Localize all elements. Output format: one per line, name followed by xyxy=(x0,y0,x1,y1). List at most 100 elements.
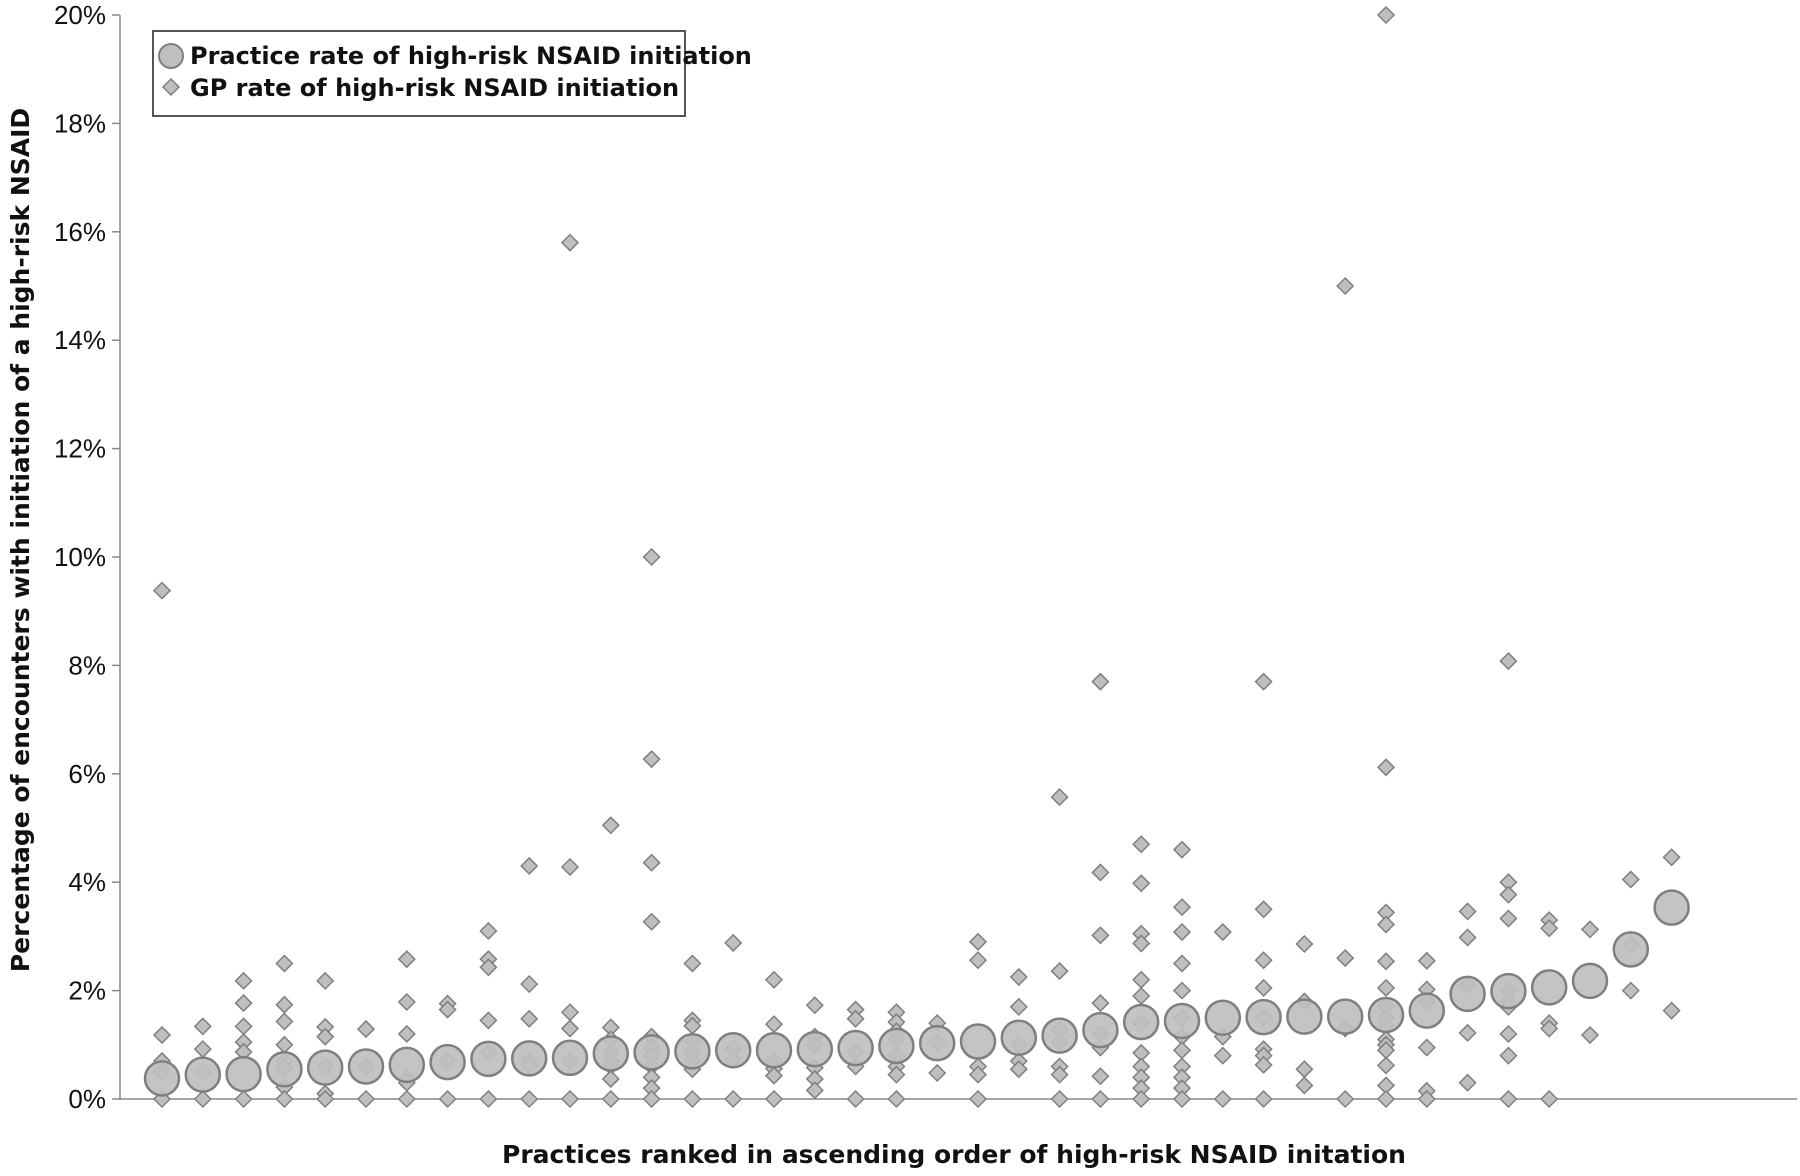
gp-rate-point xyxy=(1254,1055,1273,1074)
practice-rate-point xyxy=(429,1043,466,1081)
practice-rate-point xyxy=(1408,992,1446,1029)
gp-rate-point xyxy=(1376,5,1396,25)
practice-rate-point xyxy=(306,1049,344,1086)
practice-rate-point xyxy=(796,1030,834,1068)
practice-rate-point xyxy=(1490,972,1527,1010)
gp-rate-point xyxy=(560,233,580,252)
gp-rate-point xyxy=(1499,652,1518,671)
legend-marker-practice xyxy=(158,43,184,69)
practice-rate-point xyxy=(347,1048,385,1085)
practice-rate-point xyxy=(1082,1011,1119,1049)
gp-rate-point xyxy=(1091,672,1110,691)
gp-rate-point xyxy=(1540,919,1559,938)
gp-rate-point xyxy=(193,1040,212,1059)
gp-rate-point xyxy=(1132,874,1151,893)
gp-rate-point xyxy=(316,1089,335,1109)
practice-rate-point xyxy=(388,1046,426,1084)
gp-rate-point xyxy=(316,971,335,990)
gp-rate-point xyxy=(1662,1001,1681,1020)
y-tick-label: 8% xyxy=(68,650,106,680)
gp-rate-point xyxy=(1172,1089,1192,1109)
practice-rate-point xyxy=(878,1027,915,1065)
practice-rate-point xyxy=(1653,889,1690,926)
gp-rate-point xyxy=(234,971,253,990)
gp-rate-point xyxy=(764,1066,784,1085)
gp-rate-point xyxy=(479,921,498,941)
gp-rate-point xyxy=(1621,870,1640,889)
gp-rate-point xyxy=(1376,1056,1396,1075)
gp-rate-point xyxy=(1050,962,1069,981)
gp-rate-point xyxy=(1091,1089,1110,1109)
gp-rate-point xyxy=(275,1012,294,1031)
gp-rate-point xyxy=(601,1089,620,1109)
legend-marker-gp xyxy=(161,77,181,97)
gp-rate-point xyxy=(275,954,294,973)
practice-rate-point xyxy=(1122,1003,1160,1041)
y-tick-label: 10% xyxy=(54,542,106,572)
gp-rate-point xyxy=(1376,978,1396,997)
practice-rate-point xyxy=(674,1033,711,1070)
gp-rate-point xyxy=(560,1019,580,1038)
practice-rate-point xyxy=(1530,969,1568,1006)
gp-rate-point xyxy=(1499,885,1518,904)
practice-rate-point xyxy=(837,1029,874,1067)
practice-rate-point xyxy=(1367,996,1405,1034)
gp-rate-point xyxy=(1295,1076,1314,1095)
gp-rate-point xyxy=(601,1069,620,1089)
gp-rate-point xyxy=(642,1089,661,1109)
legend-box xyxy=(152,30,686,117)
practice-rate-point xyxy=(225,1055,262,1093)
gp-rate-point xyxy=(1376,758,1396,777)
gp-rate-point xyxy=(642,750,661,769)
y-axis-title: Percentage of encounters with initiation… xyxy=(6,108,35,972)
legend-label-gp: GP rate of high-risk NSAID initiation xyxy=(190,74,679,102)
gp-rate-point xyxy=(1336,1089,1355,1109)
gp-rate-point xyxy=(764,1089,784,1109)
practice-rate-point xyxy=(470,1040,507,1078)
gp-rate-point xyxy=(1580,1025,1600,1045)
y-tick-label: 16% xyxy=(54,217,106,247)
gp-rate-point xyxy=(1254,1089,1273,1109)
gp-rate-point xyxy=(520,1089,539,1109)
y-axis: 0% 2% 4% 6% 8% 10% 12% 14% 16% 18% 20% xyxy=(54,0,121,1114)
gp-rate-point xyxy=(1458,902,1477,921)
gp-rate-point xyxy=(1132,835,1151,854)
gp-rate-point xyxy=(1132,986,1151,1006)
gp-rate-point xyxy=(683,1089,702,1109)
gp-rate-point xyxy=(1050,788,1069,807)
gp-rate-point xyxy=(1417,1038,1436,1057)
gp-rate-point xyxy=(1254,978,1273,997)
gp-rate-point xyxy=(724,933,743,952)
gp-rate-point xyxy=(968,932,988,951)
gp-rate-point xyxy=(1540,1089,1559,1109)
gp-rate-series xyxy=(152,5,1681,1109)
practice-rate-point xyxy=(714,1031,752,1069)
practice-rate-point xyxy=(1286,998,1323,1035)
gp-rate-point xyxy=(438,1000,457,1019)
gp-rate-point xyxy=(1336,949,1355,968)
gp-rate-point xyxy=(1172,898,1192,917)
gp-rate-point xyxy=(642,547,661,567)
gp-rate-point xyxy=(764,970,784,989)
gp-rate-point xyxy=(968,1065,988,1084)
gp-rate-point xyxy=(1662,848,1681,867)
gp-rate-point xyxy=(1499,909,1518,928)
gp-rate-point xyxy=(968,951,988,970)
gp-rate-point xyxy=(1458,1023,1477,1042)
gp-rate-point xyxy=(1458,928,1477,947)
gp-rate-point xyxy=(1009,997,1028,1016)
y-tick-label: 0% xyxy=(68,1084,106,1114)
practice-rate-point xyxy=(1571,962,1609,1000)
practice-rate-point xyxy=(143,1060,181,1097)
practice-rate-point xyxy=(1204,999,1242,1036)
practice-rate-point xyxy=(1163,1002,1201,1040)
gp-rate-point xyxy=(152,1025,172,1045)
gp-rate-point xyxy=(1499,1024,1518,1044)
gp-rate-point xyxy=(1050,1089,1069,1109)
gp-rate-point xyxy=(479,1089,498,1109)
practice-rate-point xyxy=(551,1039,589,1077)
gp-rate-point xyxy=(479,958,498,977)
gp-rate-point xyxy=(1132,934,1151,953)
gp-rate-point xyxy=(397,1024,416,1044)
gp-rate-point xyxy=(1050,1065,1069,1084)
